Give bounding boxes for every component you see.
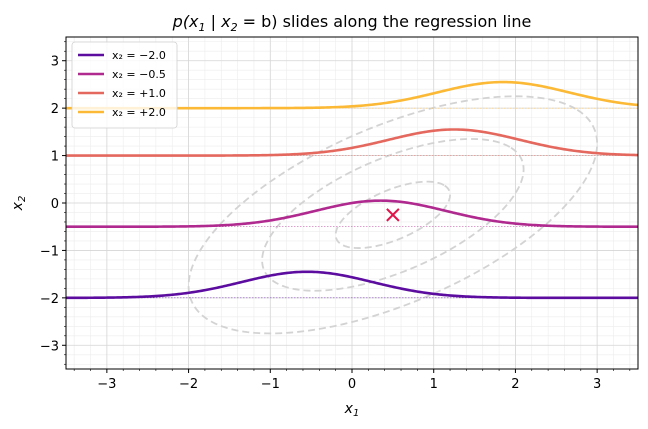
- x-tick-label: −2: [179, 377, 198, 392]
- x-tick-label: 1: [430, 377, 438, 392]
- x-axis-label-base: x: [344, 401, 354, 417]
- chart-title-mid: | x: [206, 12, 232, 31]
- chart-title-post: = b) slides along the regression line: [238, 12, 532, 31]
- legend-label: x₂ = +2.0: [112, 106, 166, 119]
- x-tick-label: −1: [261, 377, 280, 392]
- series-curve: [65, 270, 638, 300]
- mean-marker: [386, 208, 400, 222]
- y-tick-label: −2: [40, 292, 59, 307]
- y-tick-label: 2: [51, 102, 59, 117]
- x-tick-label: 3: [593, 377, 601, 392]
- series-curve: [66, 199, 638, 229]
- y-axis-label-sub: 2: [17, 196, 28, 202]
- chart-title-sub1: 1: [199, 21, 206, 34]
- y-tick-label: −1: [40, 244, 59, 259]
- mean-marker-group: [386, 208, 400, 222]
- chart-title-sub2: 2: [231, 21, 238, 34]
- y-axis-label: x2: [10, 196, 28, 212]
- y-tick-label: 0: [51, 197, 59, 212]
- x-tick-label: 2: [511, 377, 519, 392]
- y-tick-label: −3: [40, 339, 59, 354]
- series-curve: [66, 128, 639, 157]
- chart-title: p(x1 | x2 = b) slides along the regressi…: [172, 12, 532, 34]
- contour-ellipse: [261, 138, 525, 292]
- x-axis-label-sub: 1: [353, 408, 359, 419]
- legend-box: [71, 41, 178, 129]
- x-tick-label: 0: [348, 377, 356, 392]
- legend-label: x₂ = −0.5: [112, 68, 166, 81]
- y-tick-label: 3: [51, 55, 59, 70]
- contour-group: [187, 95, 599, 335]
- x-tick-label: −3: [97, 377, 116, 392]
- reference-lines: [66, 107, 638, 299]
- y-tick-label: 1: [51, 150, 59, 165]
- legend-label: x₂ = −2.0: [112, 49, 166, 62]
- x-axis-label: x1: [344, 401, 360, 419]
- legend-label: x₂ = +1.0: [112, 87, 166, 100]
- contour-ellipse: [187, 95, 599, 335]
- y-axis-label-base: x: [10, 201, 26, 211]
- chart-title-pre: p(x: [172, 12, 199, 31]
- legend: x₂ = −2.0 x₂ = −0.5 x₂ = +1.0 x₂ = +2.0: [71, 41, 178, 129]
- contour-ellipse: [334, 180, 451, 249]
- axis-ticks: −3 −2 −1 0 1 2 3 −3 −2 −1 0 1 2 3: [40, 41, 631, 392]
